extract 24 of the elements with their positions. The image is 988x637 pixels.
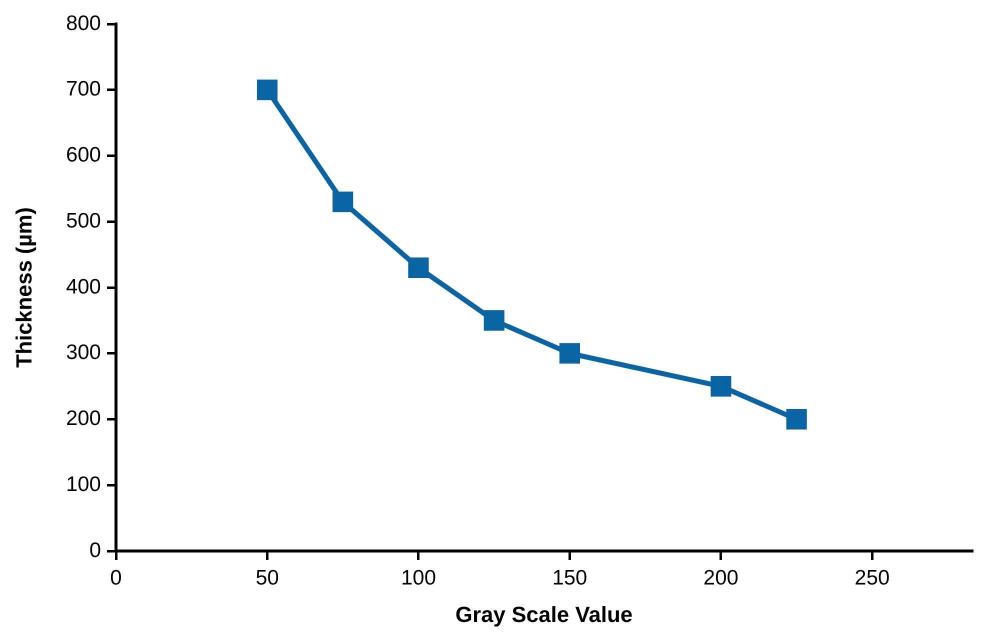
point: [408, 257, 429, 278]
y-tick-label: 600: [66, 144, 101, 167]
point: [332, 192, 354, 212]
x-tick-label: 150: [552, 566, 588, 590]
y-tick-label: 800: [66, 12, 101, 35]
x-tick-label: 250: [854, 566, 890, 590]
y-axis-title: Thickness (µm): [11, 207, 36, 368]
y-tick-label: 0: [89, 538, 101, 562]
y-tick-label: 700: [66, 78, 101, 101]
point: [559, 343, 580, 364]
x-tick-label: 100: [400, 566, 436, 590]
y-tick-label: 300: [66, 341, 101, 364]
y-tick-label: 400: [66, 275, 101, 298]
x-axis-title: Gray Scale Value: [455, 602, 633, 627]
y-tick-label: 100: [66, 472, 101, 496]
point: [256, 80, 278, 100]
x-tick-label: 50: [256, 566, 279, 590]
y-tick-label: 500: [66, 209, 101, 232]
point: [786, 408, 807, 430]
point: [710, 376, 732, 397]
x-tick-label: 0: [110, 566, 122, 590]
point: [484, 310, 504, 331]
x-tick-label: 200: [703, 566, 738, 590]
y-tick-label: 200: [66, 407, 101, 430]
